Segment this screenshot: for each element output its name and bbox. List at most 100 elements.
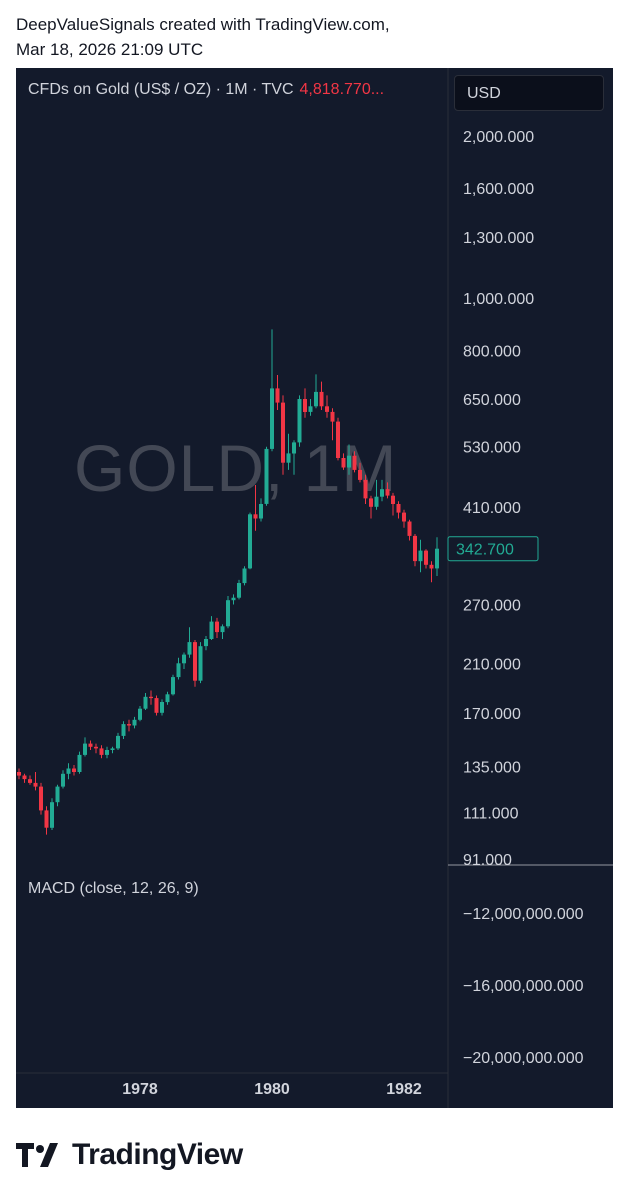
candle-body xyxy=(429,564,434,569)
candle-body xyxy=(220,626,225,633)
candle-body xyxy=(281,402,285,463)
time-tick-label: 1982 xyxy=(386,1081,422,1098)
candle-body xyxy=(402,512,406,522)
macd-legend[interactable]: MACD (close, 12, 26, 9) xyxy=(28,880,199,897)
candle-body xyxy=(374,496,379,507)
macd-tick-label: −20,000,000.000 xyxy=(463,1050,584,1067)
chart-panel[interactable]: GOLD, 1M 2,000.000 1,600.000 1,300.000 1,00… xyxy=(16,68,613,1108)
candle-body xyxy=(369,498,373,507)
symbol-description: CFDs on Gold (US$ / OZ) · 1M · TVC xyxy=(28,81,294,98)
price-tick-label: 530.000 xyxy=(463,440,521,457)
candle-body xyxy=(88,743,93,747)
price-tick-label: 2,000.000 xyxy=(463,129,534,146)
price-tick-label: 111.000 xyxy=(463,806,519,823)
macd-tick-label: −12,000,000.000 xyxy=(463,906,584,923)
price-tick-label: 1,300.000 xyxy=(463,230,534,247)
candle-body xyxy=(308,406,313,412)
candle-body xyxy=(319,391,324,407)
candle-body xyxy=(193,642,197,681)
tradingview-wordmark: TradingView xyxy=(72,1138,243,1171)
candle-body xyxy=(39,786,43,811)
candle-body xyxy=(160,702,164,713)
candle-body xyxy=(198,646,203,681)
attribution-line-2: Mar 18, 2026 21:09 UTC xyxy=(16,40,204,59)
candle-body xyxy=(99,748,104,755)
candle-body xyxy=(149,696,153,699)
symbol-legend[interactable]: CFDs on Gold (US$ / OZ) · 1M · TVC 4,818.… xyxy=(28,81,384,99)
tradingview-logo: TradingView xyxy=(16,1138,243,1172)
candle-body xyxy=(297,399,302,443)
candle-body xyxy=(303,399,307,412)
candle-body xyxy=(413,535,417,562)
candle-body xyxy=(418,550,423,562)
time-tick-label: 1978 xyxy=(122,1081,158,1098)
candle-body xyxy=(226,600,230,627)
candle-body xyxy=(396,504,401,513)
candle-body xyxy=(77,754,82,772)
candle-body xyxy=(44,810,49,828)
currency-button[interactable]: USD xyxy=(454,75,604,111)
candle-body xyxy=(363,479,368,499)
candle-body xyxy=(132,719,137,726)
candle-body xyxy=(28,779,32,783)
candle-body xyxy=(154,698,159,713)
candle-body xyxy=(165,694,170,703)
symbol-watermark: GOLD, 1M xyxy=(74,431,398,505)
candle-body xyxy=(204,639,208,647)
price-chart-svg[interactable]: 2,000.000 1,600.000 1,300.000 1,000.000 800.… xyxy=(16,68,613,1108)
candle-body xyxy=(231,597,236,601)
last-price-label: 342.700 xyxy=(456,542,514,559)
candle-body xyxy=(242,568,247,584)
attribution-line-1: DeepValueSignals created with TradingVie… xyxy=(16,15,390,34)
candle-body xyxy=(22,775,27,780)
candle-body xyxy=(424,550,428,565)
price-tick-label: 270.000 xyxy=(463,598,521,615)
candle-body xyxy=(352,455,357,470)
price-tick-label: 1,000.000 xyxy=(463,291,534,308)
candle-body xyxy=(314,391,318,407)
candle-body xyxy=(347,455,351,468)
candle-body xyxy=(94,746,98,749)
price-tick-label: 1,600.000 xyxy=(463,181,534,198)
macd-tick-label: −16,000,000.000 xyxy=(463,978,584,995)
candle-body xyxy=(17,772,21,776)
candle-body xyxy=(182,654,186,664)
candle-body xyxy=(33,782,38,787)
candle-body xyxy=(292,442,296,454)
candle-body xyxy=(264,448,269,504)
candle-body xyxy=(72,768,76,772)
candle-body xyxy=(435,548,439,569)
candle-body xyxy=(209,621,214,639)
candle-body xyxy=(116,735,120,749)
candle-body xyxy=(259,504,263,519)
candle-body xyxy=(83,743,87,755)
price-tick-label: 410.000 xyxy=(463,500,521,517)
time-tick-label: 1980 xyxy=(254,1081,290,1098)
candle-body xyxy=(341,458,346,468)
candle-body xyxy=(391,495,395,504)
price-tick-label: 800.000 xyxy=(463,343,521,360)
candle-body xyxy=(286,453,291,463)
candle-body xyxy=(358,469,362,480)
candle-body xyxy=(121,724,126,736)
candle-body xyxy=(176,663,181,678)
candle-body xyxy=(105,750,109,755)
candle-body xyxy=(143,696,148,709)
candle-body xyxy=(270,388,274,449)
candle-body xyxy=(55,786,60,803)
price-tick-label: 135.000 xyxy=(463,760,521,777)
chart-attribution: DeepValueSignals created with TradingVie… xyxy=(16,12,390,62)
tradingview-logo-icon xyxy=(16,1143,58,1167)
candle-body xyxy=(275,388,280,403)
candle-body xyxy=(61,773,65,787)
candle-body xyxy=(110,748,115,750)
candle-body xyxy=(50,802,54,828)
candle-body xyxy=(407,521,412,536)
candle-body xyxy=(215,621,219,633)
candle-body xyxy=(187,642,192,655)
last-price-badge xyxy=(447,536,539,562)
candle-body xyxy=(336,421,340,458)
candle-body xyxy=(385,489,390,496)
candle-body xyxy=(253,514,258,519)
candle-body xyxy=(171,677,175,695)
